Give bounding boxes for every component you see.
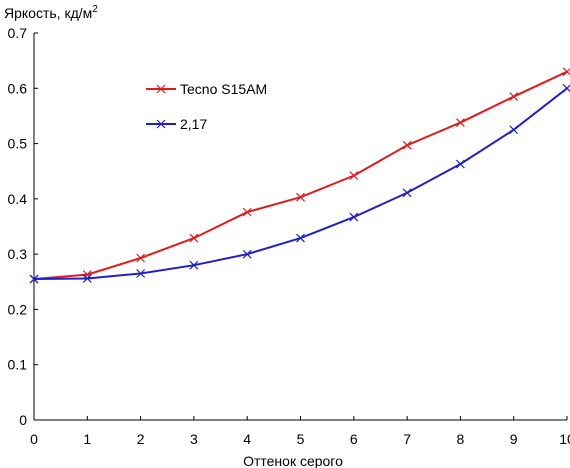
y-ticks: 0 0.1 0.2 0.3 0.4 0.5 0.6 0.7 (8, 25, 38, 428)
x-tick-label: 9 (510, 431, 518, 447)
data-point-marker (349, 171, 359, 181)
x-tick-label: 1 (83, 431, 91, 447)
x-ticks: 0 1 2 3 4 5 6 7 8 9 10 (30, 416, 570, 447)
data-point-marker (562, 83, 570, 93)
data-point-marker (349, 212, 359, 222)
legend: Tecno S15AM 2,17 (146, 81, 267, 132)
x-tick-label: 2 (137, 431, 145, 447)
y-tick-label: 0.6 (8, 80, 28, 96)
data-point-marker (455, 159, 465, 169)
legend-item: Tecno S15AM (146, 81, 267, 97)
y-tick-label: 0.5 (8, 136, 28, 152)
series-line (33, 70, 568, 281)
legend-label: 2,17 (180, 116, 207, 132)
data-point-marker (296, 233, 305, 243)
legend-marker (156, 84, 166, 94)
data-point-marker (562, 67, 570, 77)
y-tick-label: 0.1 (8, 357, 28, 373)
x-tick-label: 3 (190, 431, 198, 447)
x-tick-label: 10 (559, 431, 570, 447)
x-tick-label: 8 (457, 431, 465, 447)
legend-item: 2,17 (146, 116, 207, 132)
y-tick-label: 0.4 (8, 191, 28, 207)
data-point-marker (242, 249, 252, 259)
data-point-marker (402, 188, 412, 198)
legend-label: Tecno S15AM (180, 81, 267, 97)
series-2 (29, 83, 570, 284)
data-point-marker (509, 92, 519, 102)
data-point-marker (242, 207, 252, 217)
data-point-marker (509, 125, 519, 135)
x-tick-label: 6 (350, 431, 358, 447)
data-point-marker (402, 140, 412, 150)
y-tick-label: 0.2 (8, 301, 28, 317)
data-point-marker (29, 274, 39, 284)
x-tick-label: 7 (403, 431, 411, 447)
data-point-marker (455, 118, 465, 127)
y-tick-label: 0 (19, 412, 27, 428)
data-point-marker (189, 260, 199, 270)
series-group (29, 67, 570, 284)
x-tick-label: 0 (30, 431, 38, 447)
data-point-marker (136, 269, 146, 278)
x-tick-label: 5 (297, 431, 305, 447)
axes (33, 33, 567, 421)
y-tick-label: 0.7 (8, 25, 28, 41)
data-point-marker (136, 253, 146, 263)
data-point-marker (296, 192, 305, 202)
x-axis-label: Оттенок серого (243, 453, 343, 468)
data-point-marker (82, 274, 92, 283)
y-tick-label: 0.3 (8, 246, 28, 262)
series-line (33, 87, 568, 281)
data-point-marker (189, 233, 199, 243)
legend-marker (156, 119, 166, 129)
x-tick-label: 4 (243, 431, 251, 447)
y-axis-label: Яркость, кд/м2 (4, 4, 98, 21)
series-1 (29, 67, 570, 284)
